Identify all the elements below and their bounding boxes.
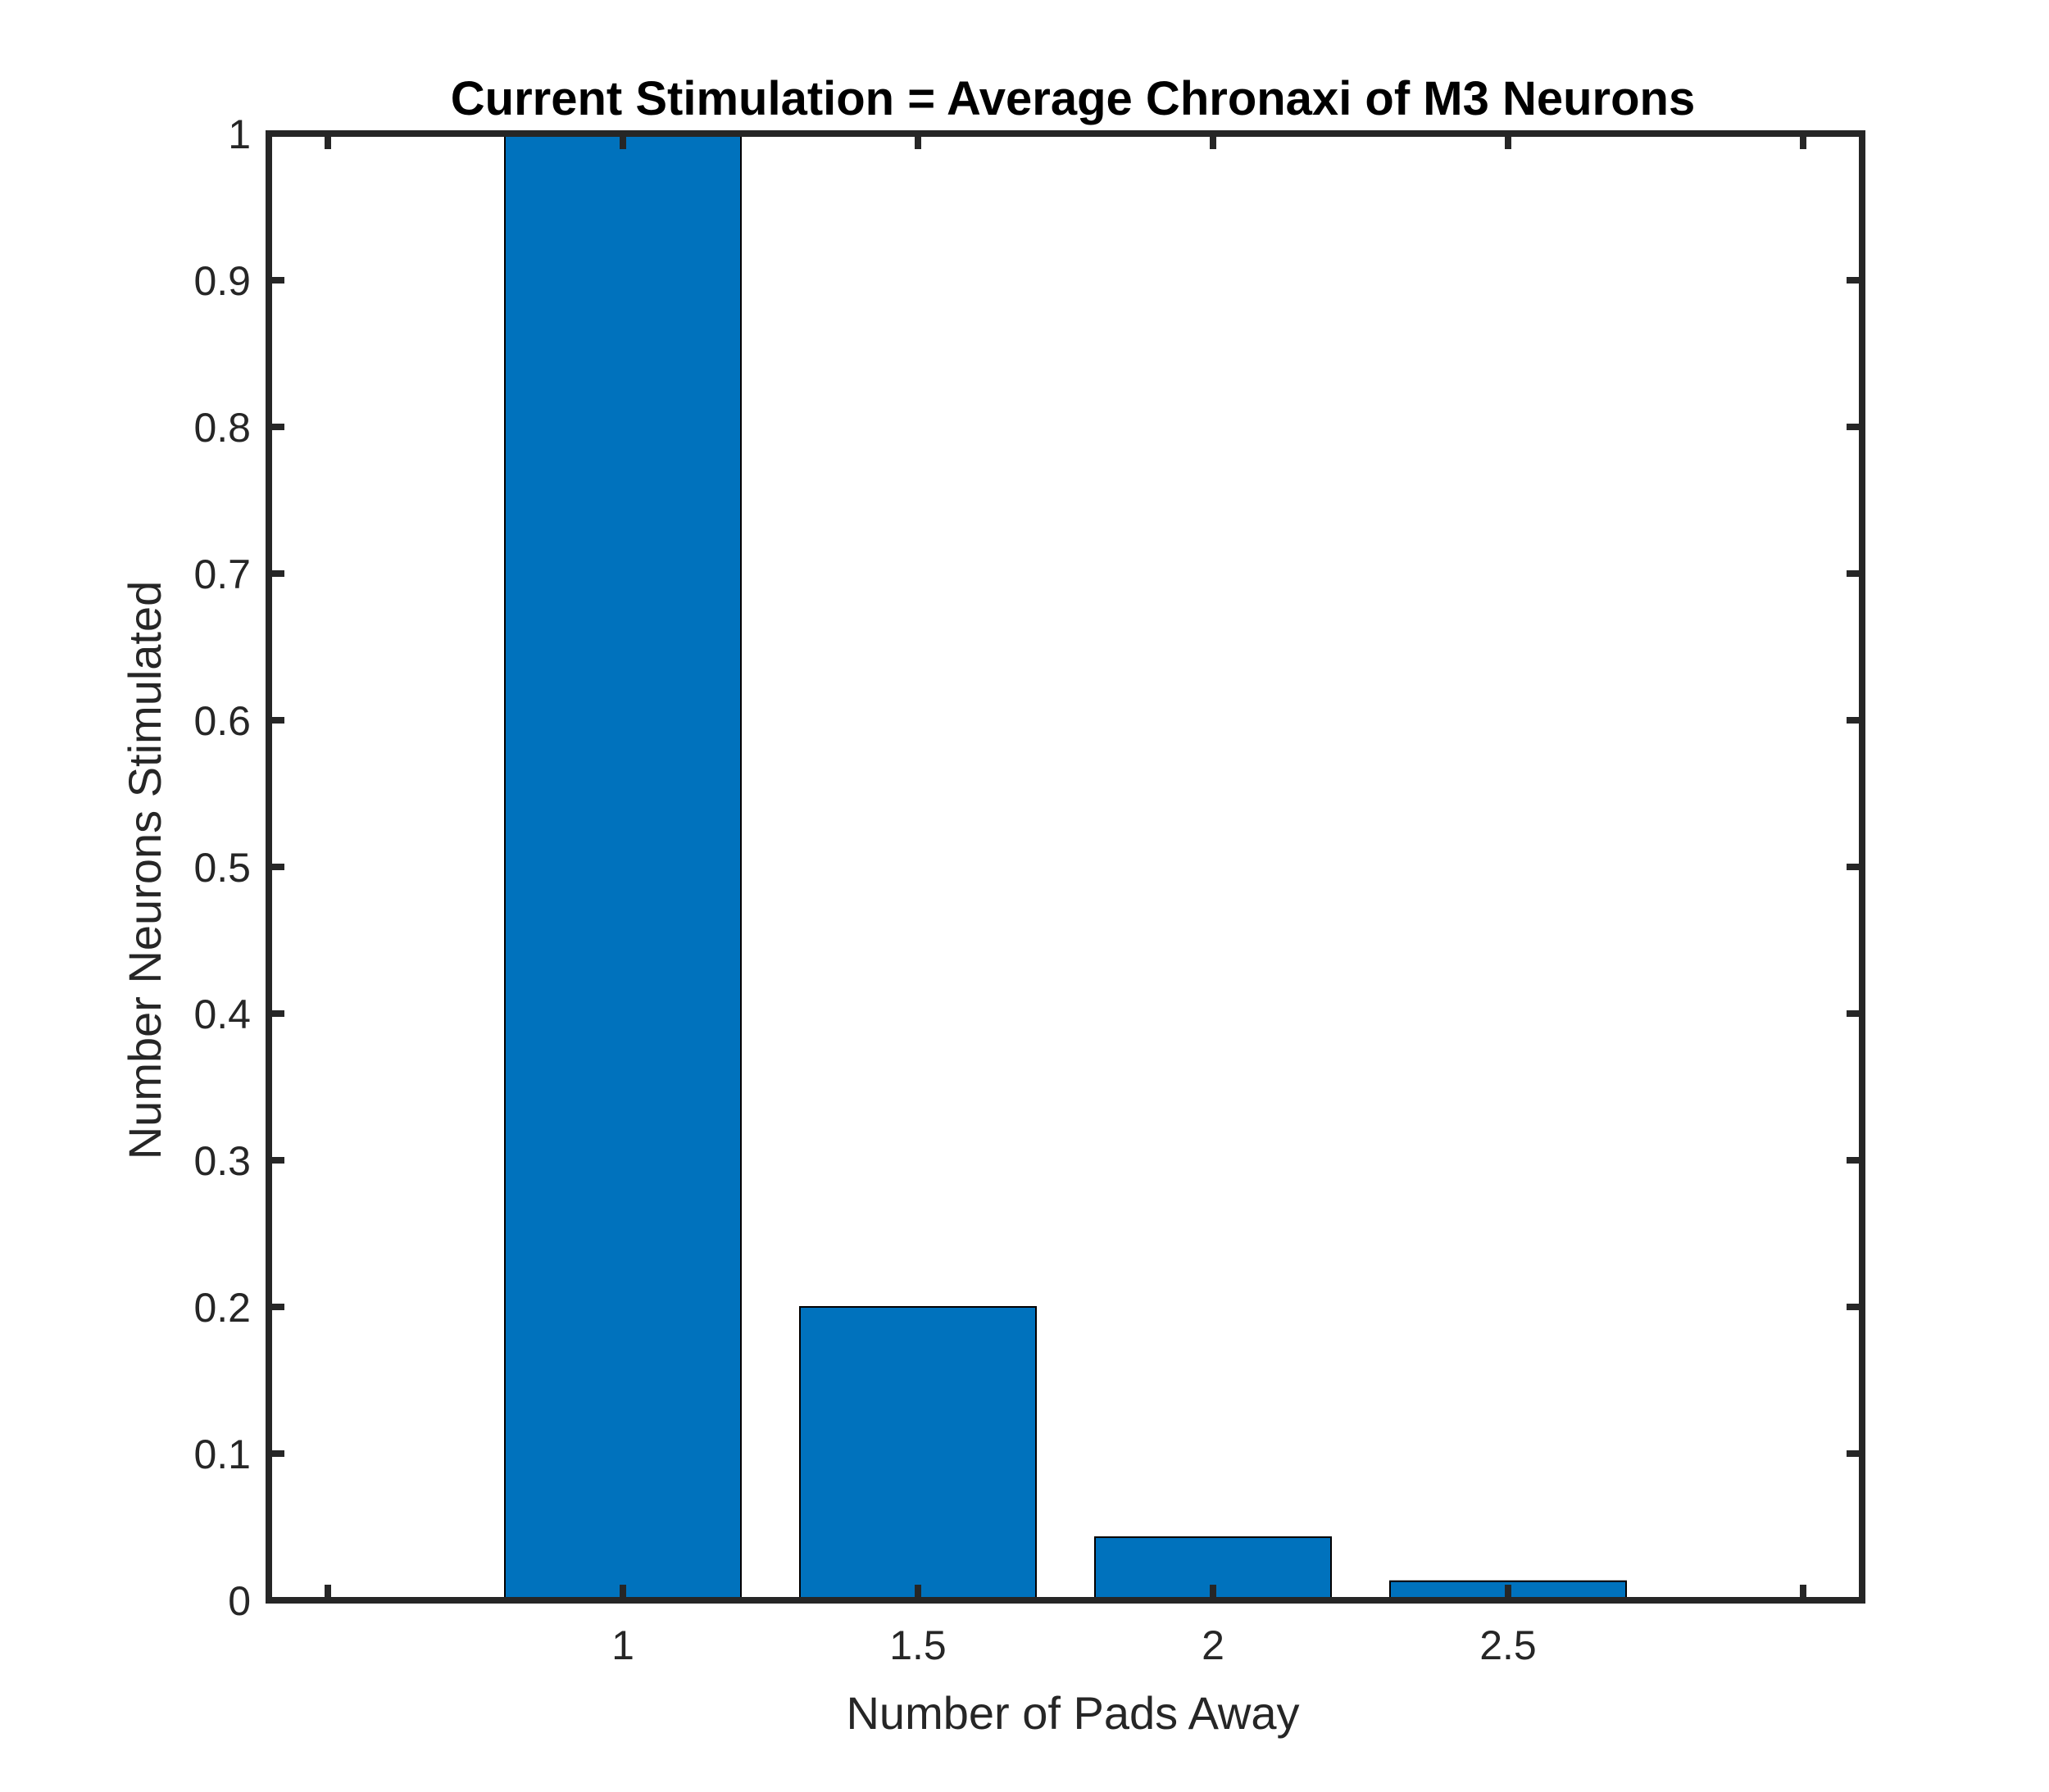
y-tick-label-0: 0 [228,1578,251,1624]
tick-labels-group: 0 0.1 0.2 0.3 0.4 0.5 0.6 0.7 0.8 0.9 1 1 1.5 2 2.5 [193,111,1536,1668]
x-tick-label-1: 1 [611,1622,634,1668]
bar-0 [504,133,742,1601]
y-tick-label-1: 0.1 [193,1431,251,1477]
y-tick-label-5: 0.5 [193,845,251,891]
x-tick-label-2: 1.5 [889,1622,947,1668]
bar-1 [799,1306,1037,1601]
chart-title: Current Stimulation = Average Chronaxi o… [451,72,1695,125]
x-tick-label-4: 2.5 [1479,1622,1537,1668]
x-tick-label-3: 2 [1202,1622,1224,1668]
y-tick-label-8: 0.8 [193,405,251,451]
bars-group [504,133,1627,1602]
y-tick-label-4: 0.4 [193,991,251,1037]
y-axis-label: Number Neurons Stimulated [119,581,170,1160]
y-tick-label-9: 0.9 [193,258,251,304]
y-tick-label-10: 1 [228,111,251,157]
x-axis-label: Number of Pads Away [846,1687,1299,1739]
y-tick-label-6: 0.6 [193,698,251,744]
y-tick-label-3: 0.3 [193,1138,251,1184]
tick-marks-group [269,130,1862,1604]
y-tick-label-2: 0.2 [193,1285,251,1331]
y-tick-label-7: 0.7 [193,551,251,597]
